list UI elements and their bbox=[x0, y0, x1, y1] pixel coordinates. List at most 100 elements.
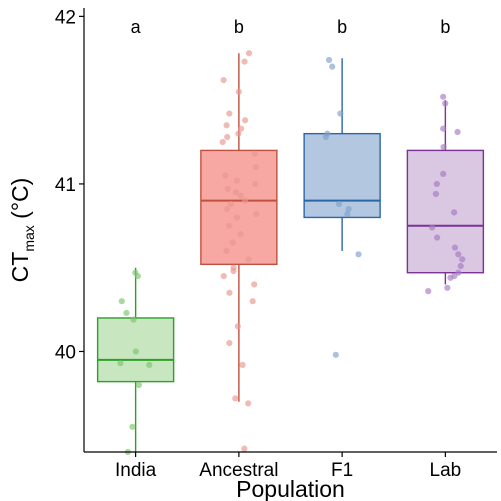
plot-area bbox=[96, 50, 485, 456]
data-point-lab bbox=[432, 190, 439, 198]
data-point-lab bbox=[455, 251, 462, 258]
data-point-ancestral bbox=[220, 272, 227, 280]
x-tick-label-ancestral: Ancestral bbox=[199, 460, 278, 481]
data-point-ancestral bbox=[237, 231, 244, 238]
data-point-ancestral bbox=[237, 192, 244, 199]
data-point-lab bbox=[451, 209, 458, 216]
box-ancestral bbox=[200, 149, 278, 266]
data-point-ancestral bbox=[230, 267, 237, 275]
data-point-ancestral bbox=[233, 214, 241, 221]
x-tick-label-lab: Lab bbox=[430, 460, 462, 481]
data-point-lab bbox=[429, 224, 436, 231]
data-point-ancestral bbox=[223, 122, 230, 129]
data-point-lab bbox=[440, 93, 447, 100]
data-point-india bbox=[134, 272, 141, 280]
data-point-ancestral bbox=[235, 88, 242, 95]
data-point-ancestral bbox=[237, 125, 245, 132]
x-axis-ticks: India Ancestral F1 Lab bbox=[115, 452, 461, 481]
data-point-f1 bbox=[325, 56, 333, 64]
data-point-ancestral bbox=[226, 222, 233, 229]
data-point-ancestral bbox=[219, 138, 226, 146]
data-point-ancestral bbox=[227, 200, 235, 208]
data-point-ancestral bbox=[239, 361, 246, 368]
data-point-ancestral bbox=[241, 197, 249, 204]
data-point-india bbox=[117, 360, 124, 367]
data-point-india bbox=[146, 361, 153, 368]
data-point-ancestral bbox=[222, 172, 229, 179]
y-tick-label: 42 bbox=[55, 7, 76, 28]
data-point-ancestral bbox=[233, 177, 240, 184]
x-tick-label-f1: F1 bbox=[331, 460, 353, 481]
data-point-ancestral bbox=[226, 110, 233, 117]
y-axis-title-subscript: max bbox=[21, 225, 37, 251]
significance-letter: a bbox=[131, 17, 142, 37]
y-axis-title: CTmax (°C) bbox=[7, 178, 37, 283]
data-point-lab bbox=[442, 100, 449, 107]
data-point-ancestral bbox=[252, 164, 259, 171]
data-point-ancestral bbox=[232, 189, 240, 196]
data-point-ancestral bbox=[223, 205, 231, 213]
data-point-india bbox=[135, 381, 142, 389]
data-point-ancestral bbox=[224, 185, 231, 193]
data-point-ancestral bbox=[235, 130, 242, 137]
data-point-lab bbox=[444, 284, 451, 291]
data-point-ancestral bbox=[220, 76, 227, 84]
data-point-ancestral bbox=[229, 239, 236, 246]
data-point-lab bbox=[440, 143, 447, 151]
data-point-ancestral bbox=[245, 256, 252, 263]
data-point-f1 bbox=[345, 205, 352, 213]
data-point-f1 bbox=[329, 63, 336, 70]
data-point-lab bbox=[451, 244, 459, 251]
data-point-ancestral bbox=[253, 210, 260, 218]
box-lab bbox=[406, 149, 485, 274]
data-point-f1 bbox=[335, 200, 343, 208]
data-point-f1 bbox=[332, 351, 339, 358]
data-point-f1 bbox=[322, 133, 329, 141]
data-point-ancestral bbox=[232, 395, 239, 402]
data-point-ancestral bbox=[249, 298, 256, 305]
data-point-ancestral bbox=[224, 133, 231, 141]
data-point-lab bbox=[440, 125, 447, 132]
data-point-ancestral bbox=[223, 247, 230, 255]
data-point-ancestral bbox=[241, 117, 249, 124]
data-point-ancestral bbox=[251, 281, 258, 288]
data-point-ancestral bbox=[226, 339, 233, 347]
data-point-lab bbox=[425, 288, 432, 295]
data-point-lab bbox=[447, 274, 454, 281]
data-point-ancestral bbox=[245, 400, 252, 407]
x-axis-title: Population bbox=[236, 476, 345, 501]
data-point-lab bbox=[434, 234, 441, 241]
data-point-lab bbox=[440, 170, 447, 177]
y-tick-label: 40 bbox=[55, 342, 76, 363]
data-point-ancestral bbox=[241, 445, 248, 452]
data-point-lab bbox=[457, 262, 464, 270]
data-point-lab bbox=[433, 180, 440, 188]
significance-letter: b bbox=[440, 17, 450, 37]
data-point-ancestral bbox=[251, 150, 258, 157]
x-tick-label-india: India bbox=[115, 460, 157, 481]
data-point-lab bbox=[459, 256, 466, 263]
y-axis-title-unit: (°C) bbox=[7, 178, 33, 226]
data-point-lab bbox=[454, 128, 461, 136]
significance-letter: b bbox=[337, 17, 347, 37]
y-axis-ticks: 40 41 42 bbox=[55, 7, 84, 363]
data-point-ancestral bbox=[234, 323, 241, 330]
y-axis-title-base: CT bbox=[7, 252, 33, 283]
y-tick-label: 41 bbox=[55, 175, 76, 196]
data-point-ancestral bbox=[226, 289, 233, 296]
data-point-india bbox=[130, 316, 137, 323]
data-point-india bbox=[129, 423, 136, 430]
box-f1 bbox=[303, 132, 381, 219]
data-point-ancestral bbox=[245, 50, 253, 57]
data-point-ancestral bbox=[241, 58, 248, 65]
data-point-f1 bbox=[355, 251, 362, 258]
data-point-india bbox=[123, 309, 130, 317]
data-point-ancestral bbox=[252, 180, 259, 188]
data-point-india bbox=[118, 298, 125, 305]
data-point-india bbox=[132, 348, 139, 355]
significance-letter: b bbox=[234, 17, 244, 37]
data-point-f1 bbox=[344, 210, 351, 218]
data-point-f1 bbox=[337, 110, 344, 117]
